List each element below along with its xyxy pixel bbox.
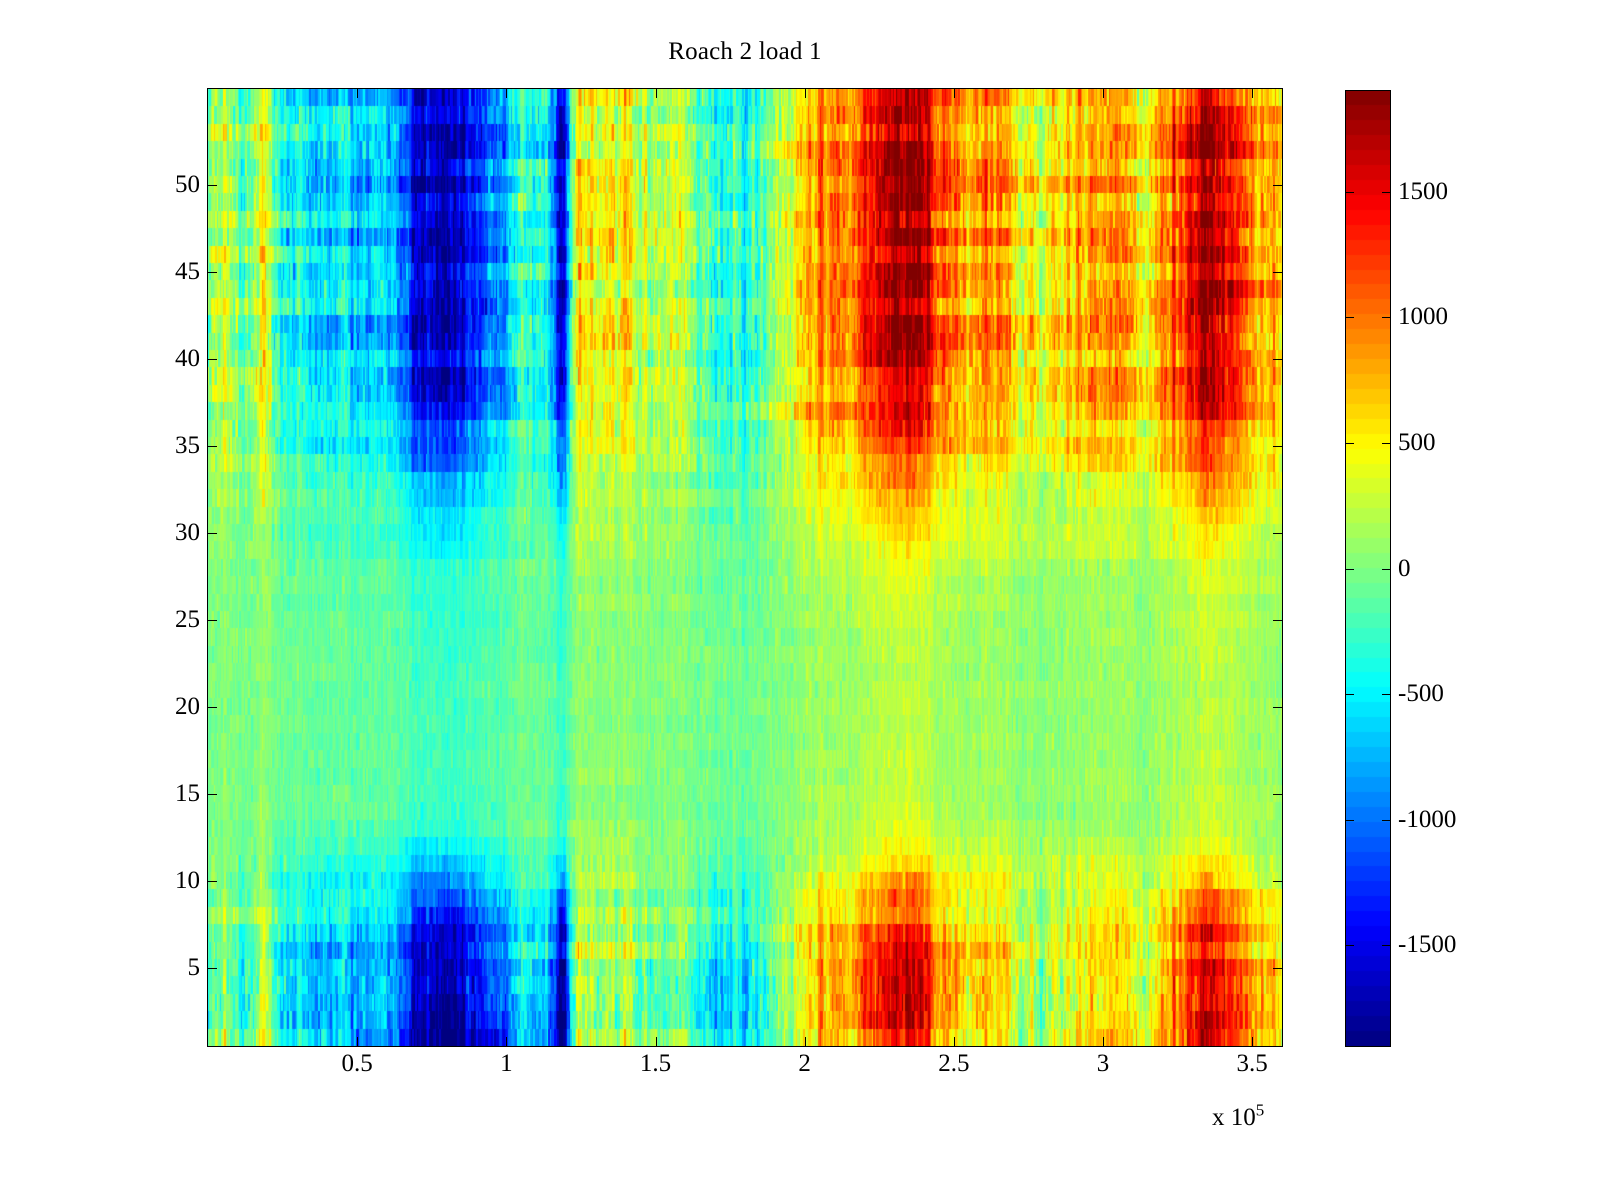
colorbar-tick-mark-right <box>1382 819 1390 821</box>
y-tick-mark <box>208 358 217 360</box>
colorbar-tick-mark-right <box>1382 945 1390 947</box>
colorbar-tick-mark <box>1346 442 1354 444</box>
y-tick-mark <box>208 880 217 882</box>
colorbar-tick-mark <box>1346 568 1354 570</box>
y-tick-mark-right <box>1273 793 1282 795</box>
colorbar-tick-mark-right <box>1382 568 1390 570</box>
x-axis-exponent-power: 5 <box>1255 1100 1265 1120</box>
colorbar-tick-label: -1500 <box>1398 931 1457 959</box>
x-tick-mark-top <box>1252 89 1254 98</box>
y-tick-mark-right <box>1273 880 1282 882</box>
colorbar-tick-mark-right <box>1382 694 1390 696</box>
y-tick-label: 30 <box>175 518 200 546</box>
heatmap-image <box>208 89 1282 1046</box>
y-tick-mark <box>208 445 217 447</box>
y-tick-mark <box>208 967 217 969</box>
x-tick-label: 0.5 <box>341 1050 373 1077</box>
colorbar-tick-label: 1000 <box>1398 303 1448 331</box>
x-tick-mark-top <box>506 89 508 98</box>
y-tick-label: 45 <box>175 257 200 285</box>
x-tick-mark <box>804 1037 806 1046</box>
colorbar-tick-mark-right <box>1382 317 1390 319</box>
colorbar-tick-label: 0 <box>1398 554 1411 582</box>
y-tick-mark <box>208 532 217 534</box>
x-tick-mark-top <box>953 89 955 98</box>
x-tick-label: 1 <box>500 1050 513 1077</box>
y-tick-mark <box>208 271 217 273</box>
x-tick-mark <box>1103 1037 1104 1046</box>
x-axis-exponent-label: x 105 <box>1212 1100 1265 1132</box>
y-tick-mark-right <box>1273 532 1282 534</box>
y-tick-mark <box>208 184 217 186</box>
colorbar-tick-mark-right <box>1382 191 1390 193</box>
colorbar-tick-label: -500 <box>1398 680 1444 708</box>
x-tick-label: 2.5 <box>938 1050 970 1077</box>
x-tick-label: 3.5 <box>1236 1050 1268 1077</box>
y-tick-mark-right <box>1273 271 1282 273</box>
y-tick-label: 35 <box>175 431 200 459</box>
x-tick-mark-top <box>804 89 806 98</box>
colorbar-tick-mark <box>1346 945 1354 947</box>
y-tick-mark <box>208 793 217 795</box>
x-tick-mark <box>357 1037 359 1046</box>
y-tick-label: 40 <box>175 344 200 372</box>
colorbar-tick-label: 1500 <box>1398 177 1448 205</box>
colorbar-tick-mark <box>1346 819 1354 821</box>
x-tick-mark-top <box>1103 89 1104 98</box>
x-tick-mark <box>506 1037 508 1046</box>
y-tick-label: 10 <box>175 866 200 894</box>
x-axis-exponent-mantissa: x 10 <box>1212 1104 1256 1131</box>
colorbar-tick-label: -1000 <box>1398 805 1457 833</box>
page-title: Roach 2 load 1 <box>668 38 822 65</box>
y-tick-mark-right <box>1273 184 1282 186</box>
y-tick-label: 15 <box>175 779 200 807</box>
x-tick-mark-top <box>357 89 359 98</box>
y-tick-mark-right <box>1273 706 1282 708</box>
colorbar-tick-mark <box>1346 191 1354 193</box>
x-tick-label: 1.5 <box>639 1050 672 1077</box>
x-tick-mark <box>953 1037 955 1046</box>
y-tick-mark-right <box>1273 445 1282 447</box>
colorbar-tick-mark-right <box>1382 442 1390 444</box>
heatmap-axes <box>207 88 1283 1047</box>
y-tick-mark-right <box>1273 967 1282 969</box>
y-tick-mark <box>208 706 217 708</box>
colorbar-tick-mark <box>1346 694 1354 696</box>
x-tick-mark <box>1252 1037 1254 1046</box>
x-tick-label: 2 <box>798 1050 811 1077</box>
y-tick-mark-right <box>1273 358 1282 360</box>
y-tick-label: 25 <box>175 605 200 633</box>
colorbar-tick-mark <box>1346 317 1354 319</box>
y-tick-label: 50 <box>175 170 200 198</box>
x-tick-mark <box>655 1037 657 1046</box>
y-tick-mark-right <box>1273 619 1282 621</box>
y-tick-label: 5 <box>187 953 201 981</box>
colorbar-tick-label: 500 <box>1398 428 1436 456</box>
x-tick-label: 3 <box>1096 1050 1110 1077</box>
y-tick-mark <box>208 619 217 621</box>
y-tick-label: 20 <box>175 692 200 720</box>
x-tick-mark-top <box>655 89 657 98</box>
